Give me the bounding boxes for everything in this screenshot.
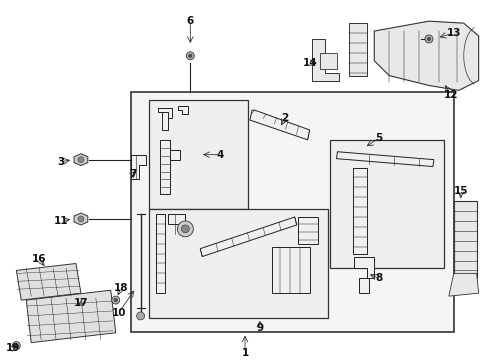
Polygon shape: [155, 214, 165, 293]
Polygon shape: [162, 112, 168, 130]
Polygon shape: [160, 140, 170, 194]
Text: 2: 2: [281, 113, 288, 123]
Text: 4: 4: [216, 150, 224, 160]
Text: 10: 10: [111, 308, 126, 318]
Text: 18: 18: [113, 283, 128, 293]
Polygon shape: [74, 213, 88, 225]
Circle shape: [12, 342, 20, 350]
Text: 8: 8: [375, 273, 382, 283]
Circle shape: [424, 35, 432, 43]
Polygon shape: [353, 167, 366, 253]
Text: 13: 13: [446, 28, 460, 38]
Polygon shape: [271, 247, 309, 293]
Bar: [130, 93, 453, 332]
Circle shape: [181, 225, 189, 233]
Text: 11: 11: [54, 216, 68, 226]
Polygon shape: [249, 110, 309, 140]
Polygon shape: [200, 217, 296, 257]
Polygon shape: [170, 150, 180, 159]
Text: 3: 3: [57, 157, 64, 167]
Circle shape: [112, 296, 120, 304]
Text: 12: 12: [443, 90, 457, 100]
Polygon shape: [336, 152, 433, 167]
Polygon shape: [354, 257, 373, 278]
Text: 15: 15: [452, 186, 467, 196]
Polygon shape: [26, 290, 116, 343]
Bar: [329, 140, 443, 269]
Circle shape: [15, 344, 18, 347]
Polygon shape: [130, 155, 145, 179]
Polygon shape: [74, 154, 88, 166]
Text: 17: 17: [74, 298, 88, 308]
Text: 1: 1: [241, 347, 248, 357]
Polygon shape: [178, 106, 188, 114]
Polygon shape: [453, 201, 476, 278]
Text: 6: 6: [186, 16, 194, 26]
Polygon shape: [158, 108, 172, 118]
Text: 14: 14: [302, 58, 316, 68]
Circle shape: [188, 54, 192, 58]
Circle shape: [186, 52, 194, 60]
Bar: [148, 209, 327, 318]
Polygon shape: [448, 273, 478, 296]
Circle shape: [78, 157, 84, 163]
Polygon shape: [16, 264, 81, 300]
Polygon shape: [373, 21, 478, 90]
Polygon shape: [319, 53, 337, 69]
Polygon shape: [297, 217, 317, 244]
Polygon shape: [349, 23, 366, 76]
Circle shape: [136, 312, 144, 320]
Circle shape: [177, 221, 193, 237]
Text: 19: 19: [6, 343, 20, 352]
Text: 9: 9: [256, 323, 263, 333]
Text: 7: 7: [129, 170, 136, 180]
Polygon shape: [311, 39, 339, 81]
Polygon shape: [359, 278, 368, 293]
Text: 5: 5: [375, 133, 382, 143]
Circle shape: [114, 298, 117, 302]
Circle shape: [427, 37, 430, 41]
Circle shape: [78, 216, 84, 222]
Polygon shape: [168, 214, 185, 234]
Text: 16: 16: [32, 253, 46, 264]
Bar: [148, 100, 247, 209]
